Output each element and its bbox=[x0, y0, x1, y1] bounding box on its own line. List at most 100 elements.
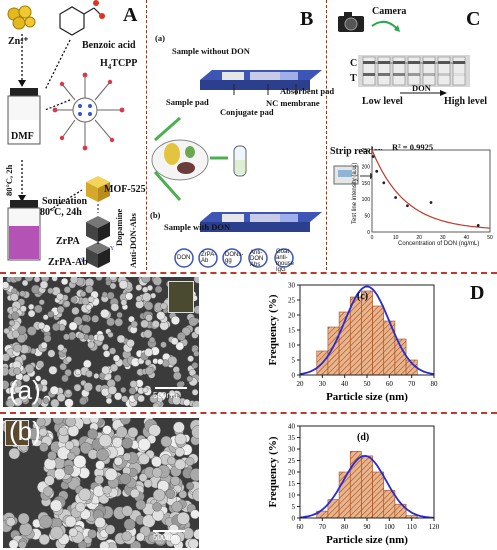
particle bbox=[56, 305, 65, 314]
particle bbox=[156, 311, 166, 321]
particle bbox=[17, 325, 27, 335]
hist-ytick-15: 15 bbox=[288, 480, 296, 488]
particle bbox=[129, 380, 138, 388]
particle bbox=[130, 320, 138, 328]
calib-xtick-0: 0 bbox=[371, 235, 374, 241]
particle bbox=[120, 299, 128, 306]
particle bbox=[102, 485, 112, 495]
hist-xtick-90: 90 bbox=[364, 523, 372, 531]
calib-ytick-100: 100 bbox=[362, 197, 371, 203]
particle bbox=[21, 279, 29, 287]
hist-ylabel: Frequency (%) bbox=[267, 294, 279, 365]
particle bbox=[170, 475, 181, 486]
particle bbox=[65, 418, 76, 428]
particle bbox=[107, 331, 114, 338]
particle bbox=[83, 359, 92, 369]
particle bbox=[183, 398, 191, 407]
particle bbox=[170, 315, 180, 325]
particle bbox=[13, 367, 21, 375]
hist-xtick-50: 50 bbox=[364, 380, 372, 388]
calib-ytick-200: 200 bbox=[362, 164, 371, 170]
vial-inset-b bbox=[5, 420, 29, 446]
calib-xtick-40: 40 bbox=[464, 235, 470, 241]
with-don-label: Sample with DON bbox=[164, 222, 231, 232]
benzoic-acid-icon bbox=[59, 0, 105, 36]
particle bbox=[28, 303, 35, 311]
dmf-label: DMF bbox=[11, 131, 34, 142]
sem-image-a: (a) 500nm bbox=[3, 277, 199, 407]
particle bbox=[154, 534, 166, 546]
sem-particles-a bbox=[3, 277, 199, 407]
particle bbox=[42, 314, 49, 321]
hist-ylabel: Frequency (%) bbox=[267, 436, 279, 507]
particle bbox=[174, 433, 187, 446]
particle bbox=[85, 285, 94, 294]
particle bbox=[118, 279, 129, 290]
hist-panel-label: (d) bbox=[357, 432, 369, 443]
panel-letter-a: A bbox=[123, 4, 138, 26]
particle bbox=[188, 317, 198, 327]
panel-letter-b: B bbox=[300, 8, 314, 30]
particle bbox=[27, 309, 36, 318]
particle bbox=[138, 453, 150, 465]
legend-dons-gg: DONs-gg bbox=[225, 252, 244, 264]
particle bbox=[152, 502, 162, 512]
hist-ytick-10: 10 bbox=[288, 342, 296, 350]
hist-xlabel: Particle size (nm) bbox=[326, 391, 408, 403]
particle bbox=[143, 329, 153, 339]
particle bbox=[160, 435, 172, 448]
particle bbox=[38, 299, 45, 306]
sem-image-b: (b) 500nm bbox=[3, 418, 199, 548]
particle bbox=[120, 418, 131, 425]
gaussian-fit-(c) bbox=[299, 285, 435, 375]
particle bbox=[61, 374, 69, 383]
benzoic-acid-label: Benzoic acid bbox=[82, 40, 136, 51]
calib-point-3 bbox=[394, 196, 397, 199]
hist-bar-(c)-5 bbox=[372, 305, 385, 376]
particle bbox=[13, 343, 23, 353]
particle bbox=[172, 395, 182, 405]
particle bbox=[50, 526, 64, 540]
hist-bar-(d)-6 bbox=[383, 490, 396, 519]
particle bbox=[116, 426, 128, 438]
particle bbox=[35, 375, 42, 382]
particle bbox=[65, 389, 72, 396]
particle bbox=[112, 354, 120, 362]
particle bbox=[103, 350, 111, 358]
particle bbox=[73, 455, 87, 469]
particle bbox=[64, 398, 74, 407]
particle bbox=[185, 481, 195, 491]
zrpa-ab-cube-icon: Y Y bbox=[80, 242, 115, 268]
particle bbox=[120, 386, 127, 393]
calib-ytick-250: 250 bbox=[362, 148, 371, 154]
particle bbox=[171, 501, 183, 513]
particle bbox=[3, 366, 10, 376]
particle bbox=[95, 277, 103, 281]
hist-xtick-100: 100 bbox=[384, 523, 395, 531]
particle bbox=[174, 447, 185, 457]
particle bbox=[176, 511, 190, 525]
particle bbox=[19, 305, 27, 313]
particle bbox=[94, 475, 104, 485]
particle bbox=[119, 473, 131, 485]
particle bbox=[64, 440, 75, 451]
calib-point-6 bbox=[476, 224, 480, 227]
particle bbox=[140, 319, 149, 329]
particle bbox=[109, 282, 117, 290]
particle bbox=[130, 488, 140, 499]
calib-frame bbox=[371, 149, 491, 233]
particle bbox=[83, 382, 93, 392]
particle bbox=[99, 541, 110, 548]
particle bbox=[3, 380, 10, 390]
calibration-chart: 0 10 20 30 40 50 0 50 100 150 200 250 bbox=[362, 148, 493, 241]
particle bbox=[98, 434, 112, 448]
particle bbox=[52, 323, 61, 332]
hist-ytick-5: 5 bbox=[292, 357, 296, 365]
particle bbox=[52, 418, 64, 425]
particle bbox=[33, 277, 41, 283]
legend-don: DON bbox=[177, 255, 191, 261]
particle bbox=[144, 348, 153, 357]
particle bbox=[14, 277, 22, 282]
hist-xtick-70: 70 bbox=[408, 380, 416, 388]
particle bbox=[18, 540, 27, 548]
